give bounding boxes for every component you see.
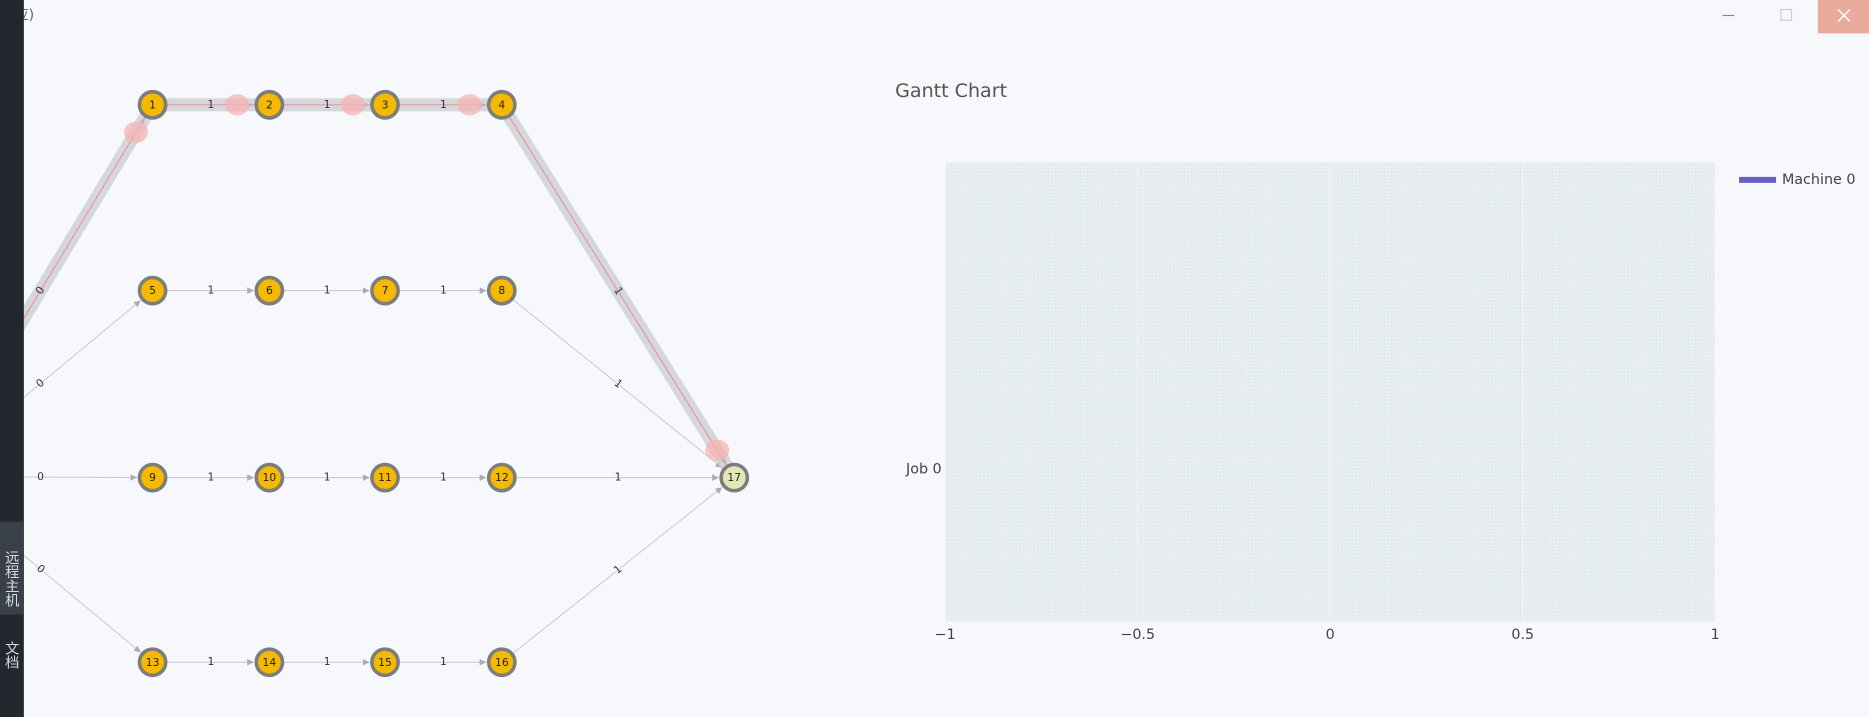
x-tick-label: 1: [1711, 627, 1720, 643]
critical-line: [501, 104, 735, 478]
critical-marker: [340, 94, 365, 116]
node-label: 3: [382, 98, 389, 111]
edge: [501, 486, 723, 663]
node-label: 9: [149, 471, 156, 484]
edge-label: 1: [440, 284, 447, 297]
critical-marker: [124, 121, 148, 144]
edge-label: 1: [324, 98, 331, 111]
x-tick-label: −1: [935, 627, 956, 643]
node: [486, 275, 517, 306]
edge-label: 1: [208, 284, 215, 297]
node: [486, 462, 517, 493]
node: [254, 462, 285, 493]
node-label: 10: [263, 471, 277, 484]
node-label: 12: [495, 471, 509, 484]
node: [370, 462, 400, 493]
window-controls[interactable]: [1722, 0, 1869, 34]
edge-label: 1: [324, 471, 331, 484]
maximize-button[interactable]: [1780, 8, 1793, 21]
y-tick-label: Job 0: [905, 461, 942, 477]
node-label: 5: [149, 284, 156, 297]
edge-label: 1: [208, 655, 215, 668]
edge-label: 0: [37, 470, 44, 483]
edge: [0, 474, 138, 481]
sidebar: 远程主机 文档: [0, 0, 24, 717]
gantt-chart: Gantt Chart −1 −0.5 0 0.5 1 Job 0 Machine 0: [895, 80, 1855, 643]
node-label: 6: [266, 284, 273, 297]
node: [719, 462, 750, 493]
x-tick-label: 0.5: [1511, 627, 1534, 643]
node-label: 14: [263, 656, 277, 669]
edge-label: 1: [615, 471, 622, 484]
node-label: 4: [498, 98, 505, 111]
chart-title: Gantt Chart: [895, 80, 1007, 102]
edge: [501, 290, 723, 469]
node: [254, 89, 285, 120]
x-tick-label: −0.5: [1120, 627, 1155, 643]
node: [254, 275, 285, 306]
close-icon: [1837, 9, 1851, 22]
edge-label: 1: [208, 98, 215, 111]
sidebar-tab-bg[interactable]: [0, 521, 24, 615]
edge-label: 1: [440, 655, 447, 668]
edge-label: 1: [611, 562, 624, 576]
node-label: 16: [495, 656, 509, 669]
edge-label: 1: [324, 284, 331, 297]
edge-label: 1: [208, 471, 215, 484]
critical-marker: [705, 439, 730, 462]
legend-label: Machine 0: [1782, 172, 1855, 188]
node: [486, 89, 517, 120]
highlights: [0, 94, 740, 482]
critical-marker: [225, 94, 250, 116]
node-label: 13: [146, 656, 160, 669]
node: [370, 89, 400, 120]
critical-line: [0, 104, 153, 359]
node: [370, 275, 400, 306]
node: [486, 647, 517, 678]
node-label: 1: [149, 98, 156, 111]
node-label: 11: [378, 471, 392, 484]
node-label: 17: [727, 471, 741, 484]
node: [370, 647, 400, 678]
sidebar-tab[interactable]: 文档: [3, 640, 19, 669]
sidebar-tab[interactable]: 远程主机: [3, 550, 19, 609]
node: [137, 647, 168, 678]
edge-label: 1: [440, 471, 447, 484]
x-tick-label: 0: [1326, 627, 1335, 643]
edge-label: 1: [324, 655, 331, 668]
edge: [0, 535, 141, 653]
edge: [0, 300, 141, 418]
node: [137, 275, 168, 306]
node-label: 15: [378, 656, 392, 669]
critical-marker: [457, 94, 482, 116]
node-label: 8: [498, 284, 505, 297]
node: [137, 89, 168, 120]
node-label: 2: [266, 98, 273, 111]
edge-label: 1: [440, 98, 447, 111]
node-label: 7: [382, 284, 389, 297]
node: [254, 647, 285, 678]
node: [137, 462, 168, 493]
